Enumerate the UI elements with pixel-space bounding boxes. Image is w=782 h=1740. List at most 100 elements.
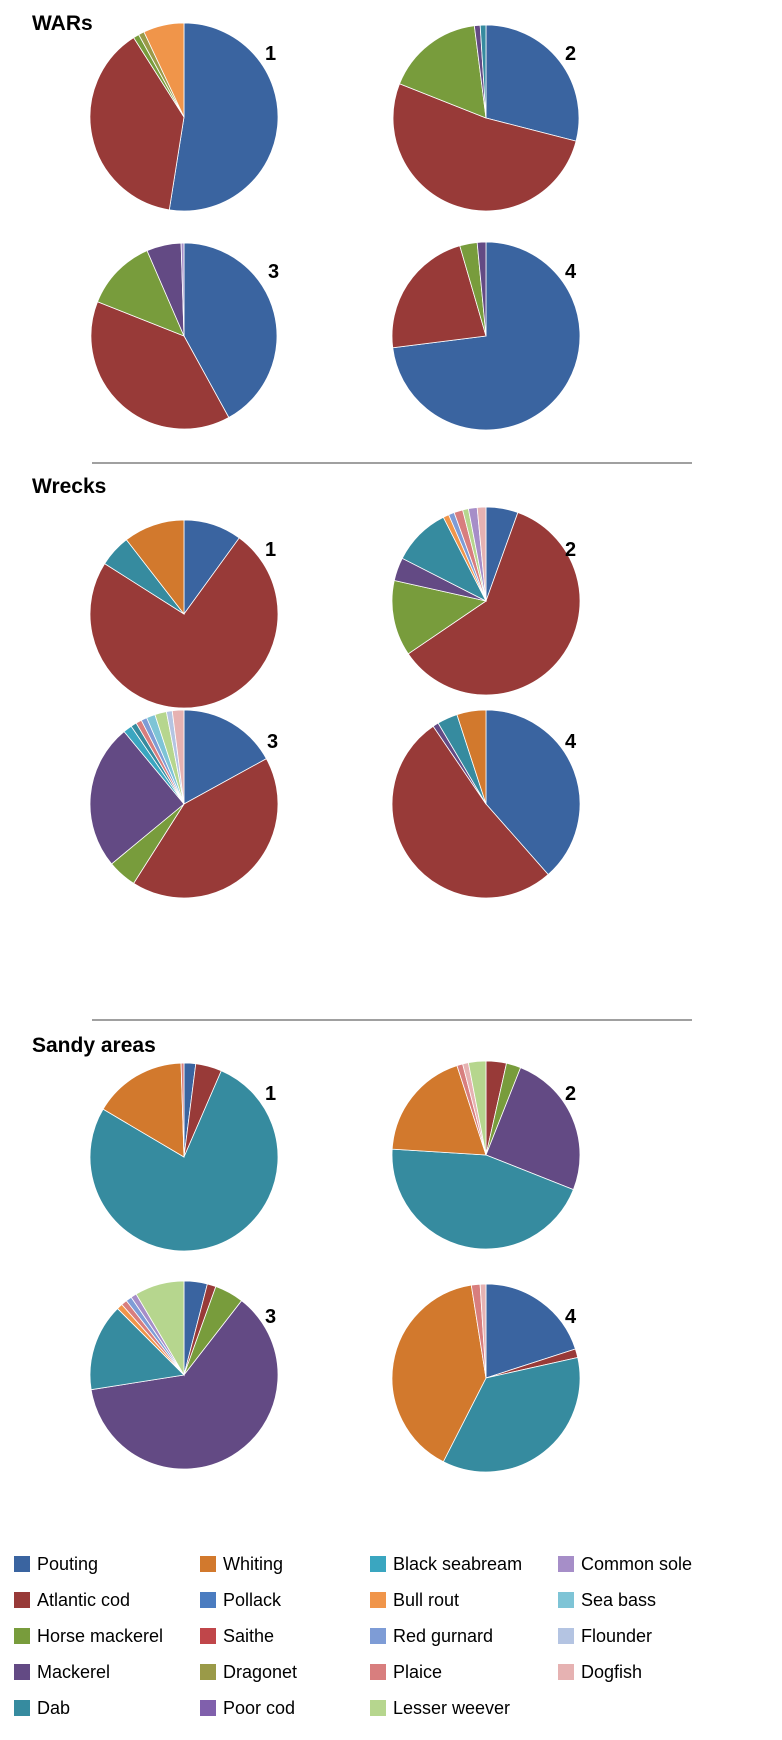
slice-pouting <box>183 709 267 805</box>
pie-wars-1: 1 <box>89 22 279 212</box>
pie-number-label: 1 <box>265 539 276 561</box>
slice-mackerel <box>485 1067 581 1191</box>
legend-label: Dogfish <box>581 1662 642 1682</box>
slice-horse-mackerel <box>391 580 487 655</box>
slice-pouting <box>485 709 581 876</box>
legend-label: Horse mackerel <box>37 1626 163 1646</box>
slice-atlantic-cod <box>391 245 487 349</box>
legend-item-saithe: Saithe <box>200 1626 274 1646</box>
legend-label: Saithe <box>223 1626 274 1646</box>
slice-mackerel <box>90 1300 279 1470</box>
slice-mackerel <box>89 731 185 865</box>
legend-label: Plaice <box>393 1662 442 1682</box>
slice-whiting <box>456 709 487 805</box>
legend-item-mackerel: Mackerel <box>14 1662 110 1682</box>
slice-dab <box>479 24 487 119</box>
legend-label: Poor cod <box>223 1698 295 1718</box>
legend-label: Lesser weever <box>393 1698 510 1718</box>
slice-atlantic-cod <box>133 758 279 899</box>
pie-wrecks-2: 2 <box>391 506 581 696</box>
slice-common-sole <box>180 242 185 337</box>
pie-number-label: 3 <box>265 1306 276 1328</box>
section-title-2: Wrecks <box>32 475 106 498</box>
legend-swatch <box>14 1592 30 1608</box>
legend-label: Sea bass <box>581 1590 656 1610</box>
pie-sandy-areas-2: 2 <box>391 1060 581 1250</box>
slice-whiting <box>391 1065 487 1156</box>
pie-number-label: 2 <box>565 43 576 65</box>
legend-swatch <box>370 1556 386 1572</box>
slice-dab <box>89 1307 185 1391</box>
legend-swatch <box>14 1556 30 1572</box>
slice-whiting <box>125 519 185 616</box>
pie-number-label: 1 <box>265 43 276 65</box>
legend-swatch <box>200 1556 216 1572</box>
pie-number-label: 4 <box>565 261 577 283</box>
legend-item-whiting: Whiting <box>200 1554 283 1574</box>
legend-swatch <box>200 1628 216 1644</box>
slice-bull-rout <box>143 22 185 118</box>
pie-wars-4: 4 <box>391 241 581 431</box>
legend-item-poor-cod: Poor cod <box>200 1698 295 1718</box>
legend-label: Black seabream <box>393 1554 522 1574</box>
slice-dab <box>391 1148 574 1250</box>
legend-label: Bull rout <box>393 1590 459 1610</box>
slice-plaice <box>180 1062 185 1158</box>
legend-item-pollack: Pollack <box>200 1590 282 1610</box>
pie-number-label: 2 <box>565 539 576 561</box>
section-title-1: WARs <box>32 12 93 35</box>
legend-label: Whiting <box>223 1554 283 1574</box>
slice-whiting <box>391 1284 487 1463</box>
legend-item-horse-mackerel: Horse mackerel <box>14 1626 163 1646</box>
slice-mackerel <box>476 241 487 337</box>
slice-horse-mackerel <box>399 25 487 119</box>
pie-sandy-areas-1: 1 <box>89 1062 279 1252</box>
legend-swatch <box>558 1628 574 1644</box>
pie-wrecks-4: 4 <box>391 709 581 899</box>
legend-swatch <box>370 1664 386 1680</box>
slice-atlantic-cod <box>391 725 549 899</box>
pies-layer: 1 2 3 4 1 2 3 4 1 2 3 4 <box>89 22 581 1473</box>
legend-item-common-sole: Common sole <box>558 1554 692 1574</box>
pie-wars-2: 2 <box>392 24 580 212</box>
pie-wrecks-3: 3 <box>89 709 279 899</box>
legend-swatch <box>200 1592 216 1608</box>
slice-atlantic-cod <box>407 512 581 696</box>
pie-number-label: 2 <box>565 1083 576 1105</box>
legend-swatch <box>14 1664 30 1680</box>
section-title-3: Sandy areas <box>32 1034 156 1057</box>
legend-item-sea-bass: Sea bass <box>558 1590 656 1610</box>
slice-dab <box>89 1070 279 1252</box>
slice-horse-mackerel <box>97 250 185 337</box>
legend-label: Mackerel <box>37 1662 110 1682</box>
legend-label: Flounder <box>581 1626 652 1646</box>
slice-lesser-weever <box>467 1060 487 1156</box>
legend-label: Pollack <box>223 1590 282 1610</box>
legend-item-dogfish: Dogfish <box>558 1662 642 1682</box>
slice-dogfish <box>171 709 185 805</box>
legend-swatch <box>558 1592 574 1608</box>
pie-sandy-areas-3: 3 <box>89 1280 279 1470</box>
legend-item-red-gurnard: Red gurnard <box>370 1626 493 1646</box>
legend-item-flounder: Flounder <box>558 1626 652 1646</box>
legend-swatch <box>370 1628 386 1644</box>
legend-swatch <box>14 1700 30 1716</box>
legend-item-atlantic-cod: Atlantic cod <box>14 1590 130 1610</box>
legend-item-black-seabream: Black seabream <box>370 1554 522 1574</box>
sections-layer: WARs Wrecks Sandy areas <box>32 12 692 1057</box>
legend-swatch <box>370 1700 386 1716</box>
legend-swatch <box>370 1592 386 1608</box>
legend-item-dab: Dab <box>14 1698 70 1718</box>
pie-number-label: 1 <box>265 1083 276 1105</box>
legend-swatch <box>14 1628 30 1644</box>
slice-whiting <box>102 1062 185 1158</box>
slice-pouting <box>485 1283 576 1379</box>
pie-number-label: 4 <box>565 1306 577 1328</box>
slice-pouting <box>168 22 279 212</box>
legend-swatch <box>200 1664 216 1680</box>
legend-label: Pouting <box>37 1554 98 1574</box>
slice-dogfish <box>476 506 487 602</box>
slice-dogfish <box>479 1283 487 1379</box>
legend-swatch <box>200 1700 216 1716</box>
